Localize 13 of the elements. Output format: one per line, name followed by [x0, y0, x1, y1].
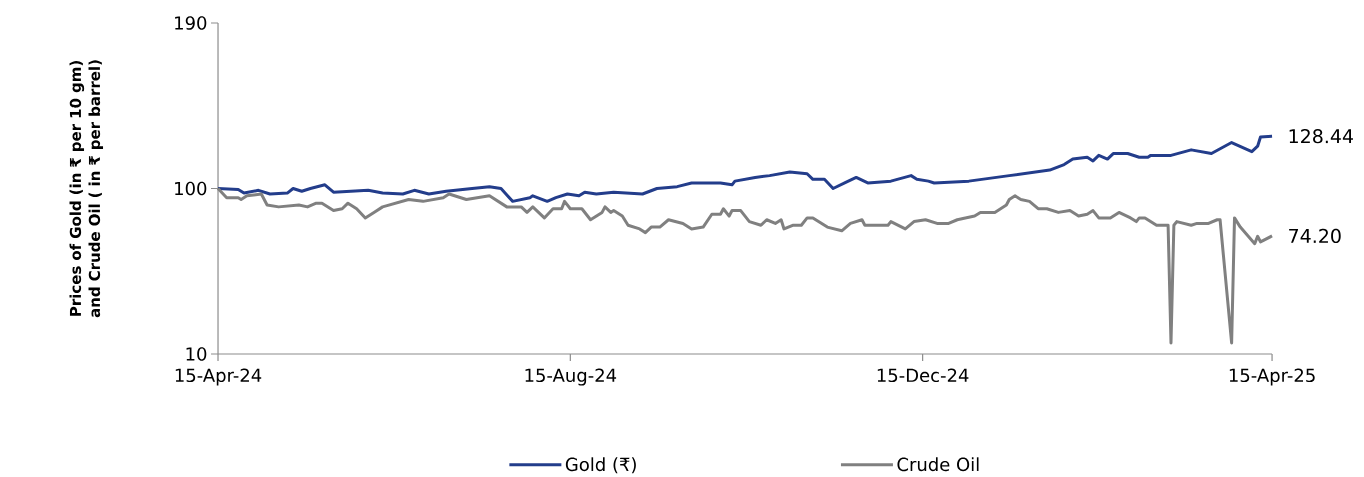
line-series — [216, 134, 1274, 203]
x-tick-label: 15-Apr-24 — [175, 368, 262, 386]
legend-label: Crude Oil — [897, 457, 979, 472]
annotation: 74.20 — [1289, 228, 1341, 244]
y-axis-title: Prices of Gold (in ₹ per 10 gm) and Crude Oil ( in ₹ per barrel) — [69, 60, 104, 318]
y-tick-label: 100 — [175, 181, 207, 196]
legend-label: Gold (₹) — [565, 457, 636, 474]
x-tick-label: 15-Apr-25 — [1229, 368, 1315, 386]
annotation: 128.44 — [1289, 129, 1353, 144]
y-tick-label: 10 — [186, 347, 207, 361]
y-tick-label: 190 — [175, 16, 207, 30]
x-tick-label: 15-Dec-24 — [877, 368, 969, 383]
x-tick-label: 15-Aug-24 — [525, 368, 617, 386]
